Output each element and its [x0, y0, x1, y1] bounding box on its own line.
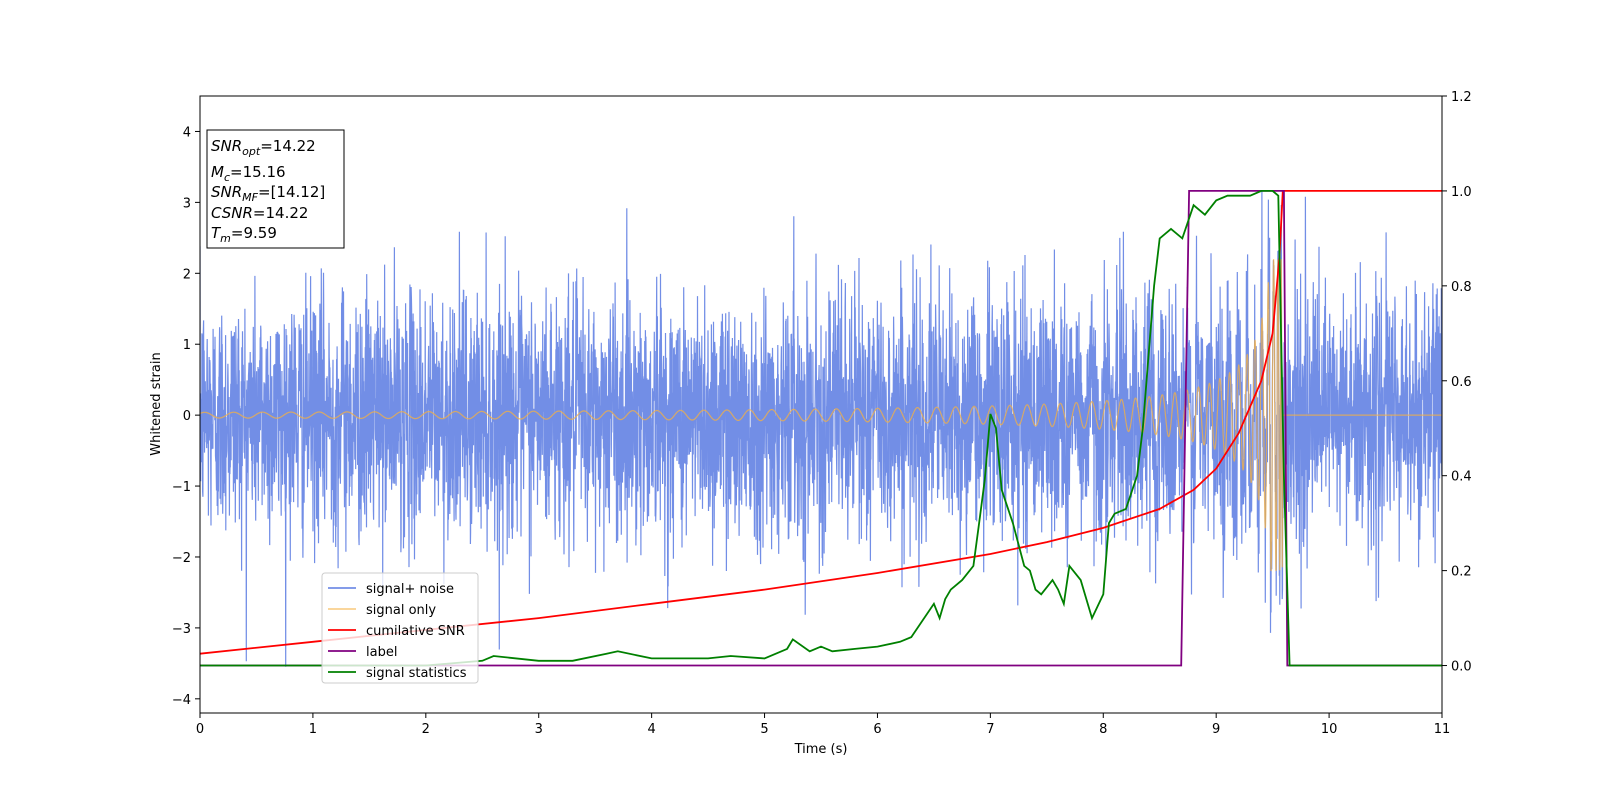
- x-tick-label: 7: [986, 722, 994, 737]
- annotation-csnr: CSNR=14.22: [211, 204, 308, 222]
- plot-frame: [199, 95, 1443, 714]
- y-right-tick-label: 0.4: [1451, 470, 1472, 485]
- y-axis-label: Whitened strain: [149, 352, 164, 455]
- x-tick-label: 2: [422, 722, 430, 737]
- annotation-snr-mf: SNRMF=[14.12]: [211, 183, 325, 204]
- annotation-mc: Mc=15.16: [211, 163, 286, 184]
- x-tick-label: 0: [196, 722, 204, 737]
- legend-entry-label: label: [366, 645, 397, 660]
- y-right-tick-label: 0.2: [1451, 565, 1472, 580]
- annotation-tm: Tm=9.59: [211, 224, 277, 245]
- y-axis-left: −4 −3 −2 −1 0 1 2 3 4: [172, 125, 200, 708]
- x-tick-label: 6: [873, 722, 881, 737]
- series-signal-noise-line: [200, 190, 1442, 667]
- x-axis-label: Time (s): [794, 742, 848, 757]
- y-left-tick-label: 1: [183, 338, 191, 353]
- legend-entry-label: signal+ noise: [366, 582, 454, 597]
- legend-frame: [321, 572, 479, 684]
- y-right-tick-label: 1.0: [1451, 185, 1472, 200]
- y-left-tick-label: −1: [172, 480, 191, 495]
- x-tick-label: 3: [535, 722, 543, 737]
- annotation-snr-opt: SNRopt=14.22: [211, 137, 316, 158]
- y-left-tick-label: −2: [172, 551, 191, 566]
- y-right-tick-label: 0.6: [1451, 375, 1472, 390]
- y-right-tick-label: 1.2: [1451, 90, 1472, 105]
- y-left-tick-label: 2: [183, 267, 191, 282]
- plot-area: [200, 190, 1442, 667]
- legend-entry-label: signal statistics: [366, 666, 467, 681]
- x-tick-label: 1: [309, 722, 317, 737]
- legend: signal+ noise signal only cumilative SNR la…: [321, 572, 479, 684]
- x-tick-label: 9: [1212, 722, 1220, 737]
- series-signal-statistics-line: [200, 190, 1442, 667]
- x-tick-label: 5: [760, 722, 768, 737]
- y-left-tick-label: 3: [183, 196, 191, 211]
- y-axis-right: 0.0 0.2 0.4 0.6 0.8 1.0 1.2: [1442, 90, 1472, 675]
- y-left-tick-label: 4: [183, 125, 191, 140]
- series-signal-only-line: [200, 259, 1442, 572]
- x-tick-label: 4: [647, 722, 655, 737]
- y-left-tick-label: 0: [183, 409, 191, 424]
- y-left-tick-label: −4: [172, 693, 191, 708]
- legend-entry-label: signal only: [366, 603, 436, 618]
- x-tick-label: 8: [1099, 722, 1107, 737]
- y-left-tick-label: −3: [172, 622, 191, 637]
- series-cumilative-snr-line: [200, 190, 1442, 655]
- y-right-tick-label: 0.0: [1451, 660, 1472, 675]
- x-tick-label: 10: [1321, 722, 1338, 737]
- x-axis: 0 1 2 3 4 5 6 7 8 9 10 11: [196, 713, 1450, 737]
- x-tick-label: 11: [1434, 722, 1451, 737]
- annotation-box: SNRopt=14.22 Mc=15.16 SNRMF=[14.12] CSNR…: [206, 129, 345, 249]
- y-right-tick-label: 0.8: [1451, 280, 1472, 295]
- legend-entry-label: cumilative SNR: [366, 624, 465, 639]
